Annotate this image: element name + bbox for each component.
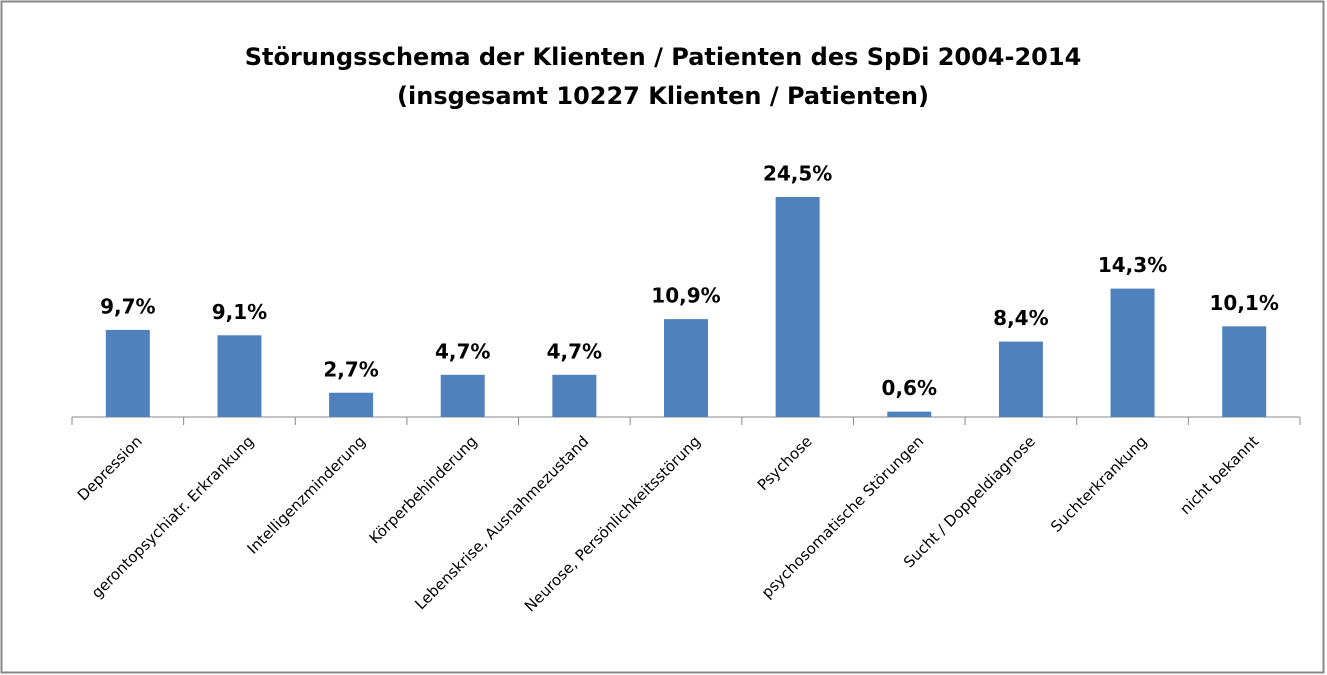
- value-label: 8,4%: [993, 306, 1048, 330]
- value-label: 4,7%: [435, 339, 490, 363]
- bar: [217, 335, 262, 417]
- value-label: 14,3%: [1098, 253, 1167, 277]
- bar: [1222, 326, 1267, 417]
- bar: [775, 197, 820, 417]
- bar: [1110, 288, 1155, 417]
- chart-title: Störungsschema der Klienten / Patienten …: [245, 43, 1082, 71]
- bar: [998, 341, 1043, 417]
- value-label: 9,7%: [100, 294, 155, 318]
- value-label: 2,7%: [323, 357, 378, 381]
- bar: [552, 374, 597, 417]
- bar: [329, 392, 374, 417]
- value-label: 4,7%: [547, 339, 602, 363]
- chart-subtitle: (insgesamt 10227 Klienten / Patienten): [397, 82, 929, 110]
- value-label: 10,9%: [651, 284, 720, 308]
- bar: [664, 319, 708, 417]
- value-label: 9,1%: [212, 300, 267, 324]
- bar: [440, 374, 485, 417]
- value-label: 10,1%: [1209, 291, 1278, 315]
- value-label: 0,6%: [882, 376, 937, 400]
- bar: [105, 329, 150, 417]
- bar: [887, 411, 932, 417]
- value-label: 24,5%: [763, 162, 832, 186]
